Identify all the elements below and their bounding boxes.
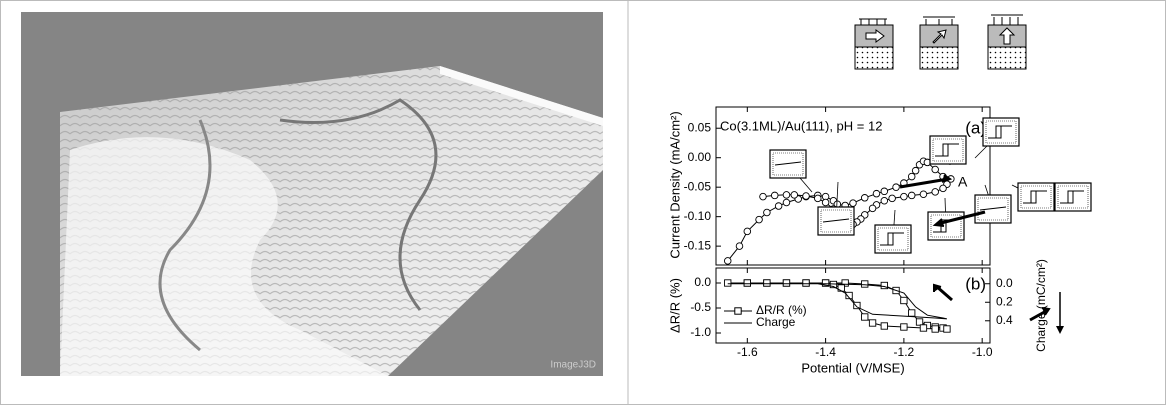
point	[881, 188, 888, 195]
point	[775, 203, 782, 210]
point	[744, 228, 751, 235]
point	[932, 189, 939, 196]
y-axis-label: ΔR/R (%)	[667, 278, 682, 333]
point	[908, 173, 915, 180]
point	[920, 191, 927, 198]
watermark: ImageJ3D	[550, 360, 596, 371]
point	[901, 297, 907, 303]
y-tick-label: -0.15	[684, 238, 712, 252]
point	[814, 195, 821, 202]
y-tick-label: 0.00	[688, 150, 712, 164]
point	[744, 280, 750, 286]
point	[783, 199, 790, 206]
point	[803, 280, 809, 286]
point	[756, 216, 763, 223]
point	[838, 285, 844, 291]
point	[724, 258, 731, 265]
point	[725, 280, 731, 286]
point	[912, 167, 919, 174]
annotation: A	[958, 174, 968, 190]
y-tick-label: -1.0	[690, 325, 711, 339]
point	[920, 325, 926, 331]
point	[893, 184, 900, 191]
point	[861, 194, 868, 201]
point	[822, 199, 829, 206]
figure: ImageJ3D 0.05 0.00 -0.05 -0.10 -0.15Current …	[0, 0, 1166, 405]
point	[901, 324, 907, 330]
point	[803, 193, 810, 200]
y-tick-label: -0.05	[684, 179, 712, 193]
y-axis-label: Current Density (mA/cm²)	[667, 111, 682, 258]
point	[908, 192, 915, 199]
point	[736, 243, 743, 250]
x-axis-label: Potential (V/MSE)	[801, 360, 904, 375]
annotation: Co(3.1ML)/Au(111), pH = 12	[720, 118, 882, 133]
point	[771, 192, 778, 199]
x-tick-label: -1.6	[737, 345, 758, 359]
y2-tick-label: 0.0	[996, 276, 1013, 290]
annotation: (b)	[965, 274, 986, 293]
x-tick-label: -1.4	[815, 345, 836, 359]
point	[932, 166, 939, 173]
point	[791, 192, 798, 199]
point	[944, 326, 950, 332]
point	[862, 314, 868, 320]
x-tick-label: -1.0	[972, 345, 993, 359]
legend-label: Charge	[756, 315, 796, 329]
point	[940, 185, 947, 192]
point	[881, 197, 888, 204]
point	[873, 190, 880, 197]
y2-tick-label: 0.4	[996, 313, 1013, 327]
y2-tick-label: 0.2	[996, 294, 1013, 308]
y-tick-label: -0.10	[684, 209, 712, 223]
point	[909, 310, 915, 316]
point	[932, 326, 938, 332]
point	[869, 205, 876, 212]
y-tick-label: 0.0	[694, 275, 711, 289]
y-tick-label: 0.05	[688, 120, 712, 134]
point	[764, 209, 771, 216]
point	[889, 195, 896, 202]
x-tick-label: -1.2	[894, 345, 915, 359]
point	[881, 323, 887, 329]
point	[760, 193, 767, 200]
point	[916, 319, 922, 325]
point	[862, 281, 868, 287]
stm-image: ImageJ3D	[21, 12, 603, 376]
point	[850, 200, 857, 207]
point	[869, 320, 875, 326]
y-tick-label: -0.5	[690, 300, 711, 314]
y2-axis-label: Charge (mC/cm²)	[1034, 259, 1048, 352]
point	[783, 192, 790, 199]
point	[764, 280, 770, 286]
point	[901, 193, 908, 200]
legend-marker	[735, 308, 741, 314]
point	[783, 280, 789, 286]
